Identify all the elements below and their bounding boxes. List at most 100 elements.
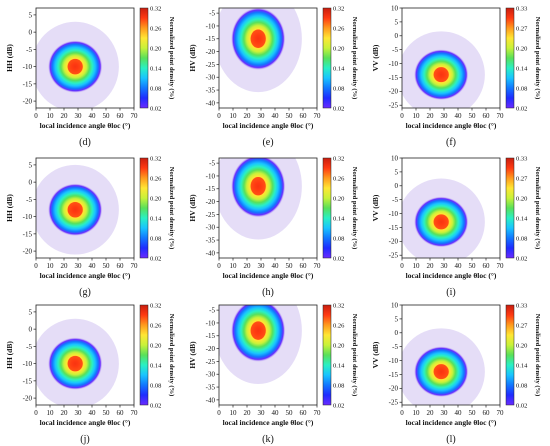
colorbar-tick-label: 0.26 (333, 25, 345, 32)
x-tick-label: 20 (244, 409, 252, 417)
x-tick-label: 0 (217, 262, 221, 270)
colorbar-tick-label: 0.02 (150, 105, 161, 112)
panel-d: 0 10 20 30 40 50 60 70 -20 -15 -10 -5 0 5 local incide… (5, 5, 175, 148)
x-tick-label: 50 (103, 112, 111, 120)
colorbar-tick-label: 0.14 (150, 215, 162, 222)
colorbar-tick-label: 0.33 (516, 155, 527, 162)
x-tick-label: 30 (258, 262, 266, 270)
colorbar-tick-label: 0.32 (150, 5, 161, 12)
y-axis-label: HV (dB) (188, 44, 197, 72)
y-tick-label: -30 (206, 371, 216, 379)
colorbar-tick-label: 0.02 (333, 105, 344, 112)
y-axis-label: VV (dB) (371, 341, 380, 368)
x-axis-label: local incidence angle θloc (°) (406, 121, 497, 130)
colorbar-tick-label: 0.08 (150, 382, 161, 389)
density-field (402, 31, 485, 108)
colorbar-tick-label: 0.26 (150, 25, 162, 32)
x-tick-label: 60 (300, 112, 308, 120)
x-tick-label: 0 (34, 262, 38, 270)
y-axis-label: HV (dB) (188, 341, 197, 369)
panel-label: (g) (79, 287, 91, 298)
x-tick-label: 10 (47, 409, 55, 417)
density-peak (250, 176, 266, 196)
y-tick-label: -20 (23, 98, 33, 106)
y-tick-label: -5 (26, 196, 32, 204)
y-tick-label: -30 (206, 224, 216, 232)
colorbar-label: Normalized point density (%) (168, 17, 175, 100)
y-tick-label: -20 (389, 385, 399, 393)
density-field (219, 158, 302, 240)
y-tick-label: -20 (206, 48, 216, 56)
y-tick-label: -20 (206, 345, 216, 353)
panel-label: (h) (262, 287, 274, 298)
x-tick-label: 60 (483, 112, 491, 120)
colorbar-label: Normalized point density (%) (168, 167, 175, 250)
y-tick-label: -25 (389, 252, 399, 260)
density-peak (67, 201, 83, 218)
y-tick-label: -5 (209, 307, 215, 315)
colorbar-tick-label: 0.14 (333, 215, 345, 222)
colorbar-tick-label: 0.14 (516, 362, 528, 369)
x-tick-label: 0 (400, 112, 404, 120)
x-axis-label: local incidence angle θloc (°) (223, 418, 314, 427)
x-tick-label: 40 (272, 112, 280, 120)
colorbar (139, 7, 149, 109)
panel-j: 0 10 20 30 40 50 60 70 -20 -15 -10 -5 0 5 local incide… (5, 302, 175, 445)
y-tick-label: -25 (206, 358, 216, 366)
y-tick-label: -10 (389, 210, 399, 218)
density-field (219, 305, 302, 384)
colorbar-tick-label: 0.20 (150, 195, 161, 202)
y-tick-label: -30 (206, 74, 216, 82)
x-tick-label: 30 (441, 112, 449, 120)
y-axis-label: HH (dB) (5, 194, 14, 222)
colorbar-tick-label: 0.08 (333, 85, 344, 92)
colorbar-label: Normalized point density (%) (168, 314, 175, 397)
panel-label: (j) (80, 434, 89, 445)
y-tick-label: -10 (206, 172, 216, 180)
x-tick-label: 30 (75, 262, 83, 270)
x-axis-label: local incidence angle θloc (°) (223, 271, 314, 280)
y-tick-label: -40 (206, 396, 216, 404)
colorbar-label: Normalized point density (%) (534, 167, 541, 250)
panel-label: (d) (79, 137, 91, 148)
x-tick-label: 70 (497, 262, 505, 270)
x-tick-label: 30 (441, 409, 449, 417)
colorbar-tick-label: 0.20 (333, 195, 344, 202)
x-tick-label: 30 (75, 409, 83, 417)
y-tick-label: -25 (206, 61, 216, 69)
colorbar (505, 7, 515, 109)
density-peak (433, 67, 449, 83)
colorbar-tick-label: 0.20 (150, 342, 161, 349)
y-tick-label: 10 (391, 4, 399, 12)
colorbar-tick-label: 0.14 (150, 362, 162, 369)
panel-h: 0 10 20 30 40 50 60 70 -40 -35 -30 -25 -20 -15 -10 -5 lo… (188, 155, 358, 298)
x-tick-label: 70 (314, 262, 322, 270)
x-axis-label: local incidence angle θloc (°) (406, 418, 497, 427)
y-tick-label: 5 (29, 308, 33, 316)
y-axis-label: VV (dB) (371, 44, 380, 71)
y-tick-label: -40 (206, 249, 216, 257)
y-tick-label: -10 (206, 22, 216, 30)
density-peak (250, 321, 266, 340)
y-tick-label: -15 (23, 230, 33, 238)
colorbar-tick-label: 0.32 (150, 302, 161, 309)
x-tick-label: 60 (117, 409, 125, 417)
y-axis-label: HH (dB) (5, 44, 14, 72)
colorbar-tick-label: 0.14 (516, 215, 528, 222)
colorbar-tick-label: 0.20 (516, 342, 527, 349)
y-tick-label: -35 (206, 383, 216, 391)
y-axis-label: HV (dB) (188, 194, 197, 222)
colorbar-tick-label: 0.02 (516, 255, 527, 262)
y-tick-label: 5 (395, 18, 399, 26)
y-tick-label: -15 (206, 332, 216, 340)
x-tick-label: 50 (286, 112, 294, 120)
colorbar-tick-label: 0.02 (333, 402, 344, 409)
x-tick-label: 10 (230, 409, 238, 417)
y-tick-label: -5 (26, 343, 32, 351)
colorbar-tick-label: 0.27 (516, 25, 528, 32)
x-tick-label: 40 (89, 409, 97, 417)
y-tick-label: -35 (206, 236, 216, 244)
panel-label: (i) (446, 287, 455, 298)
y-tick-label: -10 (23, 63, 33, 71)
y-tick-label: -10 (23, 213, 33, 221)
